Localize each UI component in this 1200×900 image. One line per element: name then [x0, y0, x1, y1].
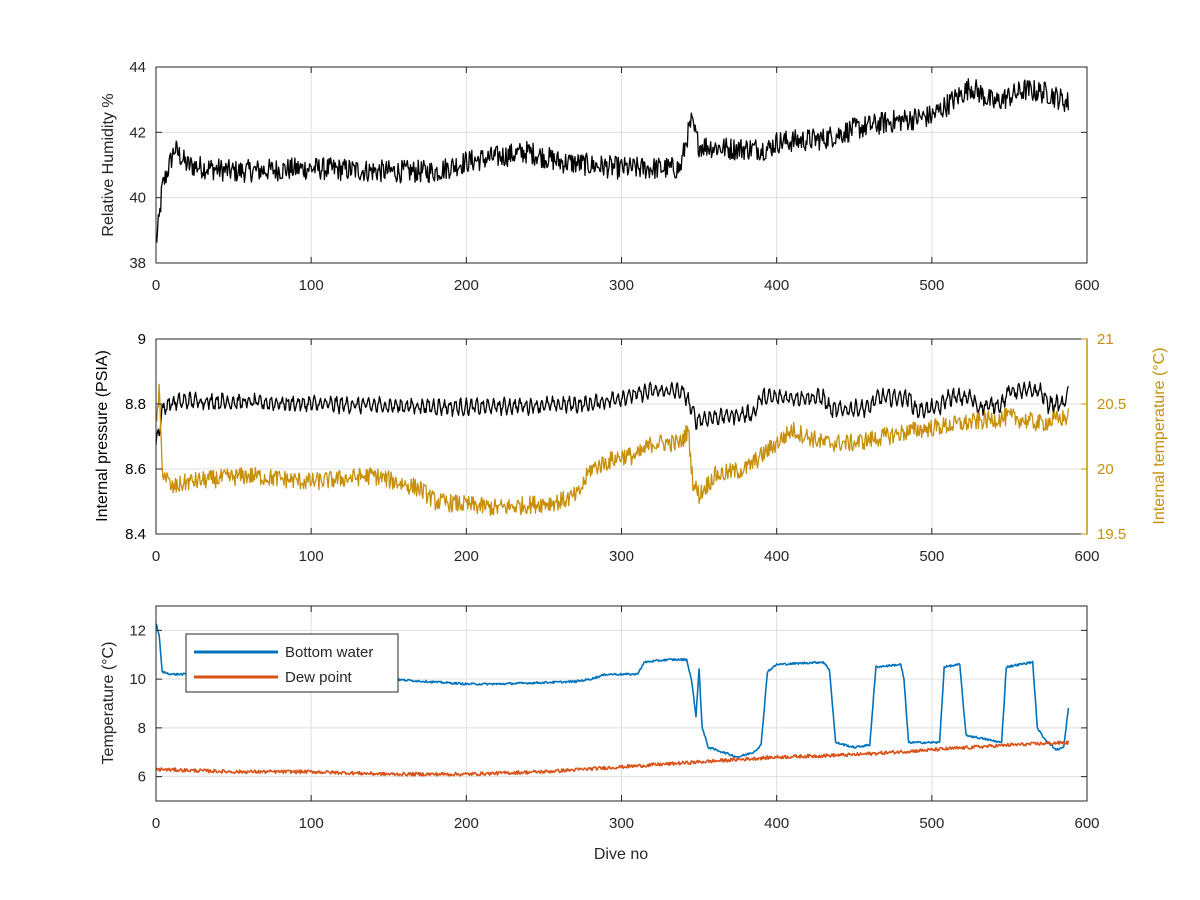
humidity-series [155, 78, 1070, 243]
y-tick-label: 40 [129, 190, 146, 207]
legend-label-bottom-water: Bottom water [285, 644, 373, 661]
x-tick-label: 500 [919, 548, 944, 565]
y-axis-label: Temperature (°C) [100, 642, 117, 765]
grid [155, 338, 1088, 535]
x-tick-label: 100 [299, 548, 324, 565]
x-axis-label: Dive no [594, 846, 648, 863]
y2-tick-label: 20 [1097, 461, 1114, 478]
x-tick-label: 100 [299, 277, 324, 294]
x-tick-label: 200 [454, 815, 479, 832]
x-tick-label: 400 [764, 277, 789, 294]
x-tick-label: 400 [764, 815, 789, 832]
y-ticks: 6 8 10 12 [129, 622, 1087, 786]
series-line-1 [155, 383, 1070, 517]
x-ticks: 0 100 200 300 400 500 600 [152, 67, 1100, 294]
legend-label-dew-point: Dew point [285, 669, 353, 686]
y-tick-label: 42 [129, 124, 146, 141]
x-tick-label: 200 [454, 277, 479, 294]
y-tick-label: 12 [129, 622, 146, 639]
pressure-temperature-series [155, 381, 1070, 517]
y2-tick-label: 20.5 [1097, 396, 1126, 413]
x-tick-label: 600 [1074, 277, 1099, 294]
y-ticks: 38 40 42 44 [129, 59, 1087, 272]
y-tick-label: 6 [138, 769, 146, 786]
humidity-panel: 0 100 200 300 400 500 600 38 40 42 44 Relative Hu… [100, 59, 1100, 294]
x-tick-label: 500 [919, 277, 944, 294]
y2-axis-label: Internal temperature (°C) [1151, 347, 1168, 524]
x-ticks: 0 100 200 300 400 500 600 [152, 339, 1100, 565]
line-dew-point [155, 740, 1070, 777]
y-tick-label: 38 [129, 255, 146, 272]
y-tick-label: 9 [138, 331, 146, 348]
y-tick-label: 8.8 [125, 396, 146, 413]
y-ticks: 8.4 8.6 8.8 9 [125, 331, 162, 543]
y-tick-label: 8.6 [125, 461, 146, 478]
y2-tick-label: 21 [1097, 331, 1114, 348]
pressure-temperature-panel: 0 100 200 300 400 500 600 8.4 8.6 8.8 9 19.5 20 20.… [94, 331, 1168, 565]
x-tick-label: 0 [152, 548, 160, 565]
series-line-0 [155, 78, 1070, 243]
x-tick-label: 500 [919, 815, 944, 832]
x-tick-label: 300 [609, 815, 634, 832]
y-tick-label: 44 [129, 59, 146, 76]
y-tick-label: 10 [129, 671, 146, 688]
x-tick-label: 600 [1074, 548, 1099, 565]
y-tick-label: 8.4 [125, 526, 146, 543]
x-ticks: 0 100 200 300 400 500 600 [152, 606, 1100, 832]
x-tick-label: 300 [609, 548, 634, 565]
series-line-0 [155, 381, 1069, 445]
x-tick-label: 400 [764, 548, 789, 565]
legend: Bottom water Dew point [185, 633, 399, 693]
temperature-panel: 0 100 200 300 400 500 600 6 8 10 12 Temperature (… [100, 605, 1100, 863]
y2-ticks: 19.5 20 20.5 21 [1081, 331, 1126, 543]
x-tick-label: 300 [609, 277, 634, 294]
y2-tick-label: 19.5 [1097, 526, 1126, 543]
x-tick-label: 0 [152, 277, 160, 294]
legend-box [185, 633, 399, 693]
y-tick-label: 8 [138, 720, 146, 737]
y-axis-label: Relative Humidity % [100, 93, 117, 236]
y-axis-label: Internal pressure (PSIA) [94, 350, 111, 522]
x-tick-label: 0 [152, 815, 160, 832]
x-tick-label: 600 [1074, 815, 1099, 832]
x-tick-label: 200 [454, 548, 479, 565]
x-tick-label: 100 [299, 815, 324, 832]
